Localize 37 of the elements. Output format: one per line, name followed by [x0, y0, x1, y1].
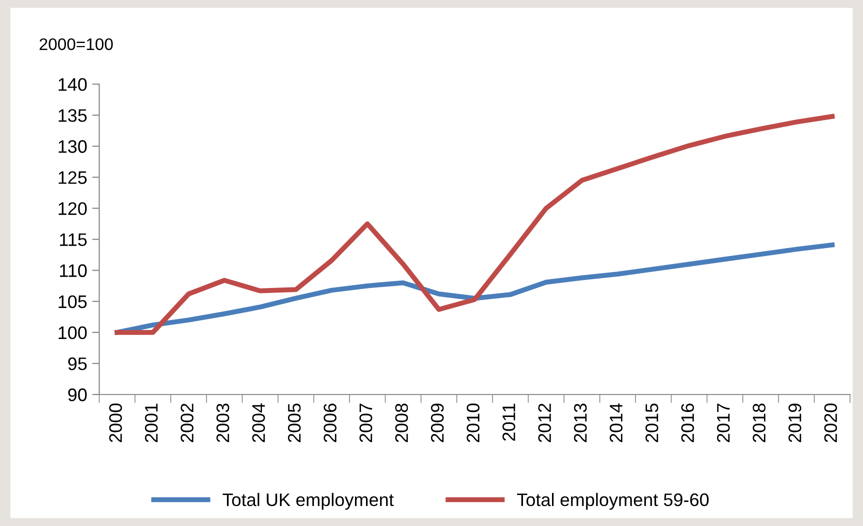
- x-tick-label: 2011: [502, 404, 516, 441]
- x-tick-label: 2019: [788, 404, 802, 442]
- y-tick-label: 140: [58, 78, 87, 91]
- x-tick-label: 2004: [252, 403, 265, 442]
- y-tick-label: 110: [60, 264, 87, 278]
- x-tick-label: 2001: [144, 404, 158, 442]
- line-series: [114, 114, 835, 335]
- x-tick-label: 2014: [610, 403, 623, 442]
- x-tick-label: 2016: [681, 404, 694, 442]
- y-tick-label: 100: [58, 326, 87, 340]
- x-tick-label: 2013: [574, 404, 587, 442]
- x-tick-label: 2005: [288, 404, 301, 442]
- x-tick-label: 2000: [109, 404, 122, 442]
- y-tick-label: 130: [58, 140, 87, 153]
- x-tick-label: 2020: [824, 404, 838, 442]
- x-tick-label: 2007: [359, 404, 372, 442]
- x-tick-label: 2009: [430, 404, 444, 442]
- x-tick-label: 2018: [752, 404, 766, 442]
- y-tick-label: 135: [58, 109, 87, 122]
- y-tick-label: 125: [58, 171, 87, 184]
- x-tick-label: 2015: [645, 404, 658, 442]
- x-tick-label: 2010: [466, 404, 480, 442]
- y-axis-title: 2000=100: [40, 38, 113, 50]
- legend-label: Total UK employment: [222, 492, 394, 510]
- y-tick-label: 95: [68, 357, 87, 370]
- y-tick-label: 120: [58, 202, 87, 216]
- x-tick-label: 2006: [324, 404, 336, 442]
- x-tick-label: 2002: [180, 404, 194, 442]
- x-tick-label: 2012: [538, 404, 552, 442]
- x-tick-label: 2003: [216, 404, 230, 442]
- y-tick-label: 105: [58, 295, 87, 308]
- x-tick-label: 2008: [395, 404, 408, 442]
- legend-label: Total employment 59-60: [517, 492, 709, 510]
- y-tick-label: 90: [68, 388, 87, 402]
- line-series: [114, 242, 835, 335]
- y-tick-label: 115: [60, 233, 87, 246]
- x-tick-label: 2017: [716, 404, 730, 442]
